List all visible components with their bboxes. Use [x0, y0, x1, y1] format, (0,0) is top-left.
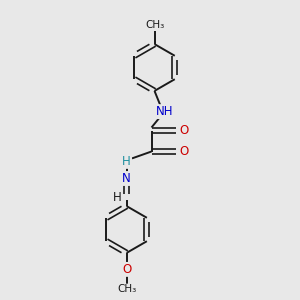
Text: O: O: [179, 145, 188, 158]
Text: O: O: [122, 263, 131, 276]
Text: H: H: [122, 155, 131, 168]
Text: O: O: [179, 124, 188, 137]
Text: N: N: [122, 172, 131, 185]
Text: NH: NH: [156, 105, 174, 118]
Text: CH₃: CH₃: [117, 284, 136, 295]
Text: CH₃: CH₃: [145, 20, 164, 30]
Text: H: H: [112, 191, 122, 204]
